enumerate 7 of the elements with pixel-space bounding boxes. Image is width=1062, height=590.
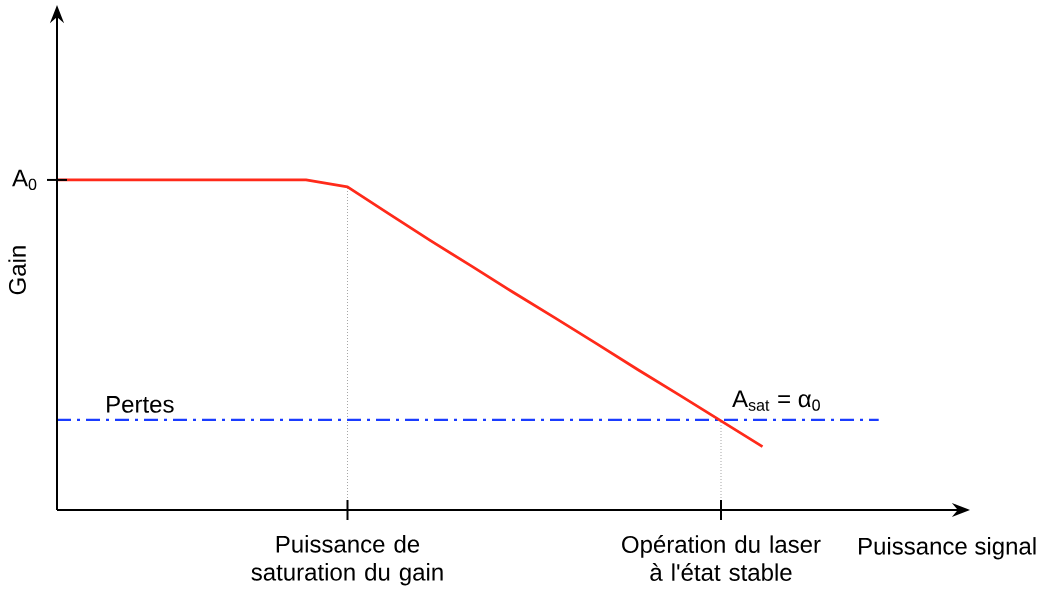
annotation: A$_{0}$ bbox=[12, 169, 37, 191]
x-tick-label: Opération du laser à l'état stable bbox=[622, 535, 821, 581]
x-tick-label: Puissance de saturation du gain bbox=[251, 535, 443, 586]
y-axis-title: Gain bbox=[8, 246, 26, 295]
x-axis-title: Puissance signal bbox=[859, 537, 1036, 560]
annotation: A$_{sat}$ = α$_{0}$ bbox=[732, 390, 820, 411]
ref-line-label: Pertes bbox=[107, 396, 174, 413]
